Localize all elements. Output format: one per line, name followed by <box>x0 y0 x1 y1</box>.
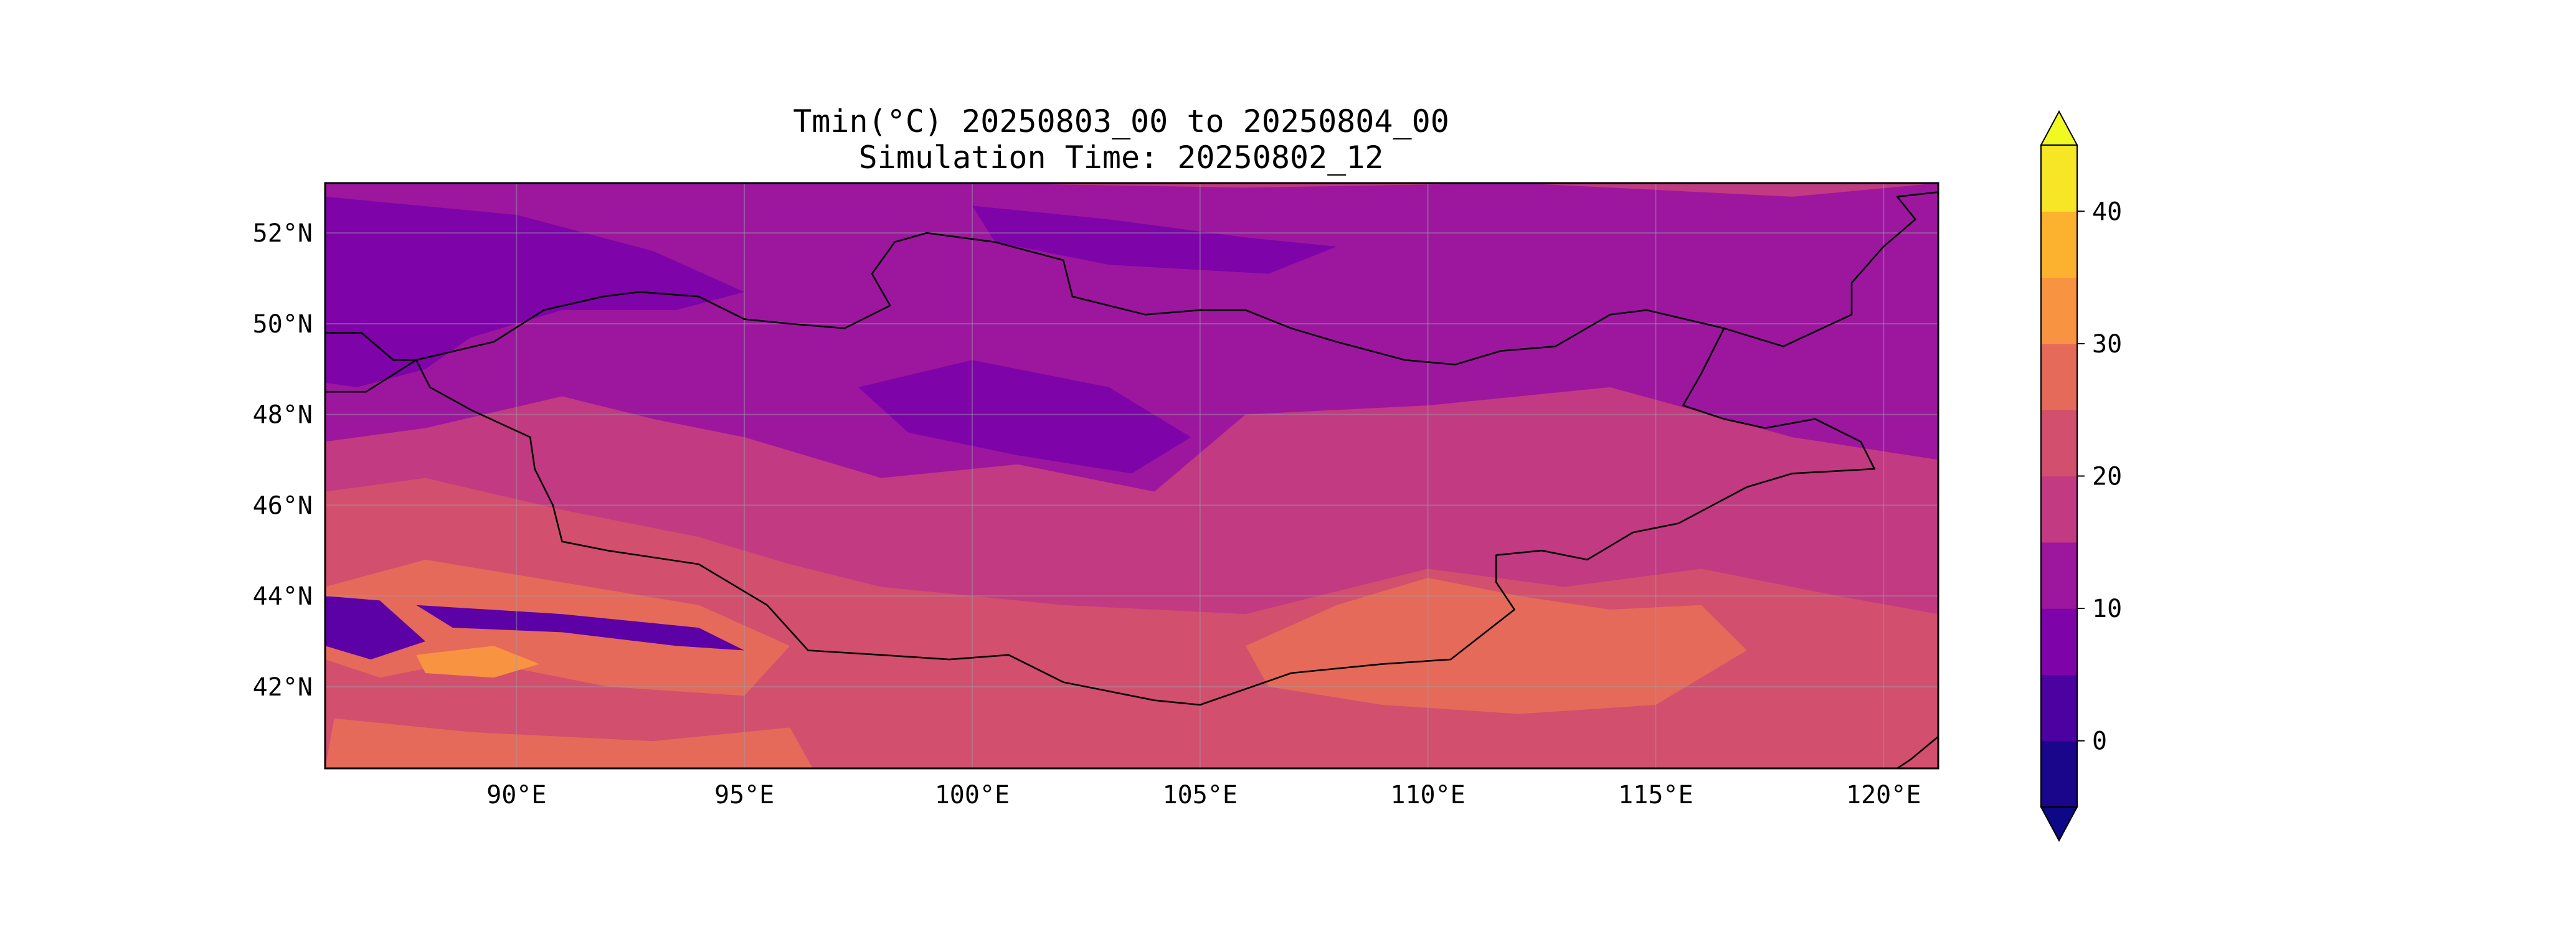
kazakhstan-china-border <box>325 359 417 393</box>
map-gridlines <box>325 183 1938 768</box>
china-north-korea-border <box>1896 735 1938 768</box>
colorbar-tick-label: 0 <box>2092 727 2107 756</box>
lat-tick-label: 42°N <box>253 673 313 702</box>
colorbar-tick-label: 10 <box>2092 595 2122 623</box>
lon-tick-label: 120°E <box>1846 781 1921 809</box>
map-frame <box>324 182 1939 770</box>
lon-tick-label: 115°E <box>1618 781 1693 809</box>
colorbar-segment <box>2041 343 2077 410</box>
lat-tick-label: 50°N <box>253 310 313 339</box>
country-borders <box>325 191 1938 768</box>
colorbar-tick-label: 20 <box>2092 463 2122 491</box>
colorbar-under-arrow <box>2040 806 2078 842</box>
colorbar-segment <box>2041 674 2077 742</box>
colorbar-segment <box>2041 608 2077 675</box>
colorbar-segment <box>2041 740 2077 808</box>
field-patch-cold-patch-north <box>972 205 1337 274</box>
colorbar-segment <box>2041 211 2077 278</box>
figure-title-line-2: Simulation Time: 20250802_12 <box>859 139 1384 176</box>
map-panel <box>324 182 1939 770</box>
field-patch-very-cold-mountains <box>416 605 745 651</box>
temperature-field <box>325 183 1938 768</box>
lon-tick-label: 105°E <box>1163 781 1238 809</box>
field-patch-warm-patch-gobi <box>1245 578 1747 714</box>
colorbar-segment <box>2041 476 2077 543</box>
field-patch-cold-patch-khangai <box>858 360 1191 474</box>
lat-tick-label: 44°N <box>253 582 313 611</box>
field-patch-hot-patch-west <box>416 646 539 678</box>
colorbar-tick-label: 40 <box>2092 197 2122 226</box>
longitude-tick-labels: 90°E 95°E 100°E 105°E 110°E 115°E 120°E <box>486 781 1921 809</box>
lon-tick-label: 100°E <box>935 781 1010 809</box>
figure-title-line-1: Tmin(°C) 20250803_00 to 20250804_00 <box>793 103 1449 139</box>
field-patch-very-cold-west <box>325 596 425 660</box>
colorbar-over-arrow <box>2040 110 2078 146</box>
colorbar-segment <box>2041 277 2077 344</box>
latitude-tick-labels: 42°N 44°N 46°N 48°N 50°N 52°N <box>253 219 313 702</box>
lat-tick-label: 46°N <box>253 491 313 520</box>
field-patch-cold-patch-altai <box>325 196 745 387</box>
lon-tick-label: 95°E <box>714 781 774 809</box>
lon-tick-label: 110°E <box>1390 781 1465 809</box>
lat-tick-label: 52°N <box>253 219 313 248</box>
lon-tick-label: 90°E <box>486 781 546 809</box>
colorbar: 0 10 20 30 40 <box>2040 110 2122 842</box>
colorbar-segment <box>2041 542 2077 609</box>
kazakhstan-russia-border <box>325 332 417 361</box>
field-patch-cool-region-northwest <box>325 183 1938 492</box>
lat-tick-label: 48°N <box>253 401 313 430</box>
mongolia-border <box>415 232 1875 706</box>
colorbar-segment <box>2041 145 2077 212</box>
china-russia-northeast-border <box>1723 191 1938 347</box>
field-patch-warm-patch-south <box>325 718 813 768</box>
colorbar-segment <box>2041 410 2077 477</box>
colorbar-tick-label: 30 <box>2092 330 2122 359</box>
